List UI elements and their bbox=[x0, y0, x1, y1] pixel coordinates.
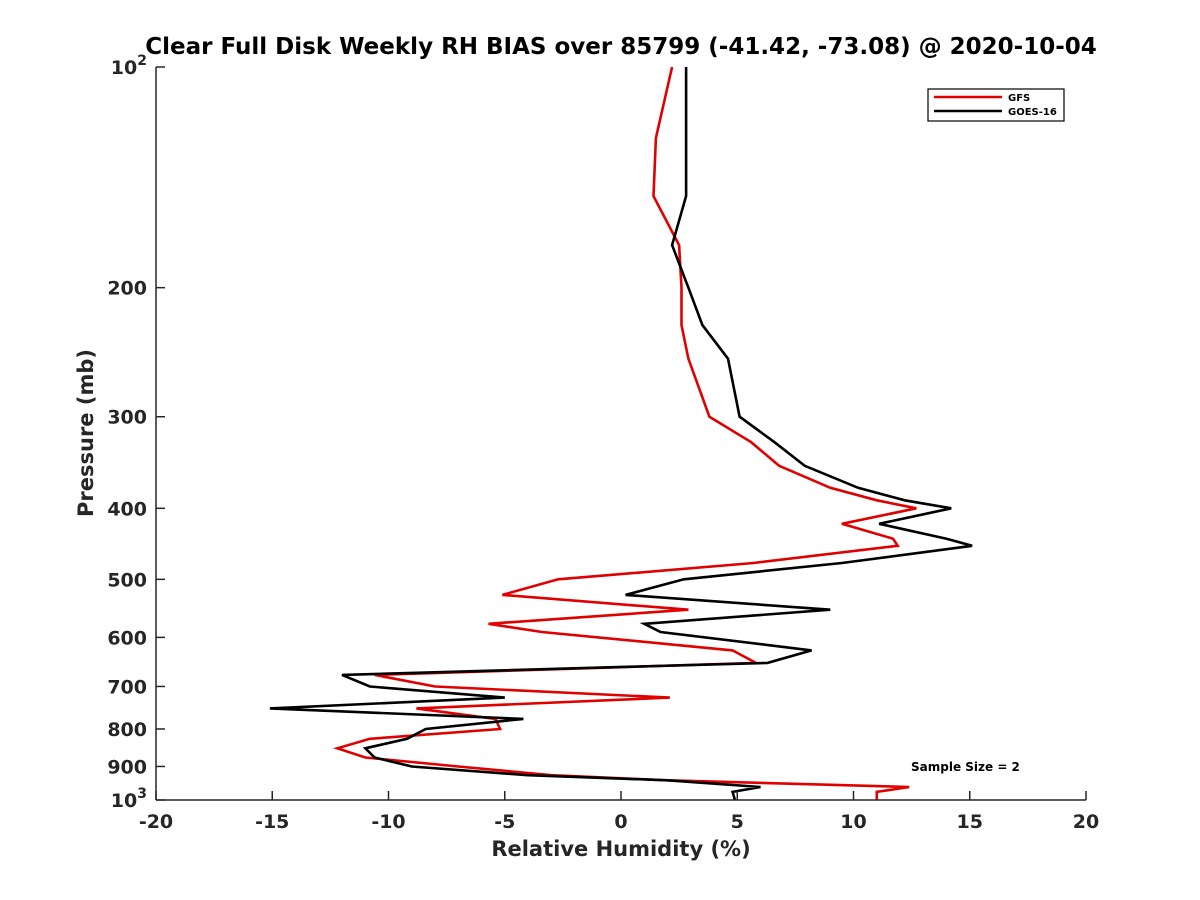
y-tick-label: 600 bbox=[107, 627, 147, 649]
series-line-gfs bbox=[333, 66, 917, 800]
series-layer bbox=[269, 66, 973, 801]
x-tick-label: 5 bbox=[731, 811, 744, 833]
x-tick-label: -5 bbox=[494, 811, 515, 833]
y-tick-label: 700 bbox=[107, 676, 147, 698]
series-line-goes16 bbox=[269, 67, 973, 801]
x-tick-label: -20 bbox=[139, 811, 173, 833]
x-tick-label: 15 bbox=[957, 811, 983, 833]
y-tick-label: 500 bbox=[107, 569, 147, 591]
chart-title: Clear Full Disk Weekly RH BIAS over 8579… bbox=[145, 34, 1097, 60]
sample-size-annotation: Sample Size = 2 bbox=[911, 760, 1020, 774]
y-axis-label: Pressure (mb) bbox=[74, 349, 98, 517]
y-tick-label: 400 bbox=[107, 498, 147, 520]
legend-label-goes16: GOES-16 bbox=[1008, 107, 1057, 118]
legend-box bbox=[927, 88, 1065, 122]
legend: GFS GOES-16 bbox=[927, 88, 1065, 122]
y-tick-label: 102 bbox=[111, 53, 147, 79]
x-tick-label: -10 bbox=[371, 811, 405, 833]
x-tick-label: 0 bbox=[614, 811, 627, 833]
x-tick-label: 20 bbox=[1073, 811, 1099, 833]
y-tick-label: 900 bbox=[107, 756, 147, 778]
axes bbox=[155, 67, 1086, 801]
x-ticks: -20 -15 -10 -5 0 5 10 15 20 bbox=[139, 791, 1099, 833]
y-ticks: 102 200 300 400 500 600 700 800 900 103 bbox=[107, 53, 165, 812]
y-tick-label: 200 bbox=[107, 278, 147, 300]
legend-label-gfs: GFS bbox=[1008, 93, 1030, 104]
y-tick-label: 300 bbox=[107, 407, 147, 429]
y-tick-label: 800 bbox=[107, 719, 147, 741]
y-tick-label: 103 bbox=[111, 786, 147, 812]
x-axis-label: Relative Humidity (%) bbox=[491, 837, 750, 861]
x-tick-label: 10 bbox=[840, 811, 866, 833]
x-tick-label: -15 bbox=[255, 811, 289, 833]
